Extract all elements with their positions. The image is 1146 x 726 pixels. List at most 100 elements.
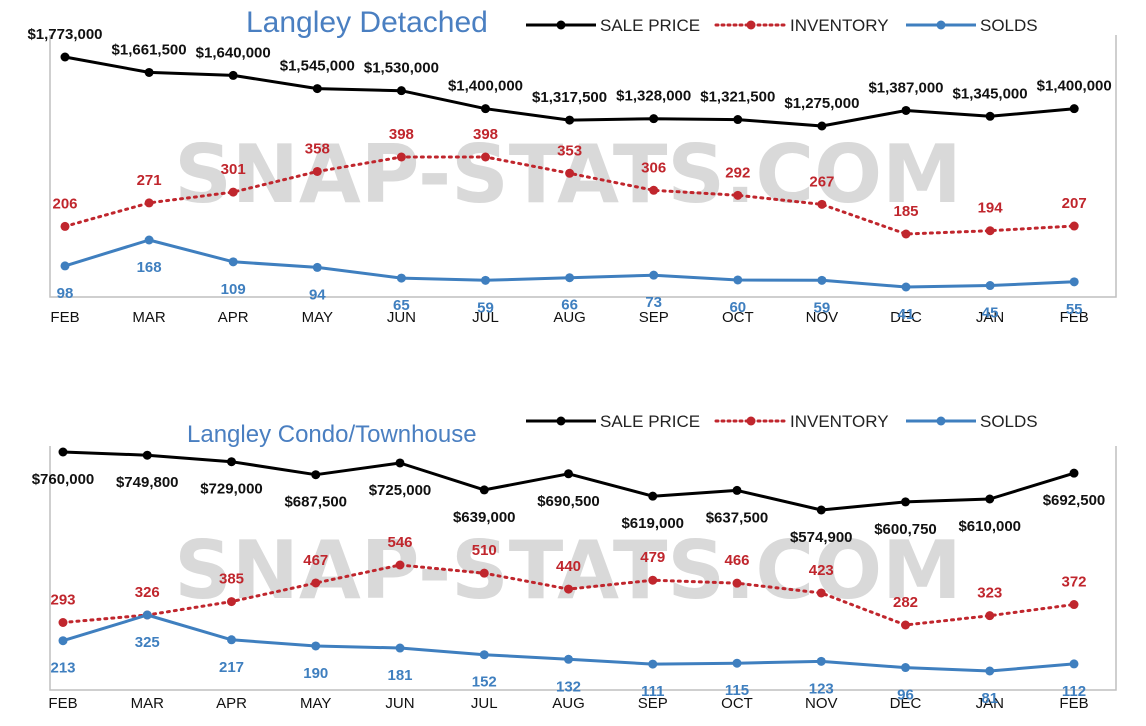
data-point-solds: [565, 273, 575, 283]
chart-detached: SNAP-STATS.COM Langley Detached SALE PRI…: [27, 6, 1117, 326]
data-label-inventory: 293: [50, 592, 75, 609]
data-point-inventory: [649, 185, 659, 195]
chart-title-detached: Langley Detached: [246, 6, 488, 39]
data-point-inventory: [228, 187, 238, 197]
data-label-sale-price: $760,000: [32, 471, 95, 488]
data-label-solds: 115: [725, 682, 749, 699]
legend-label-inventory: INVENTORY: [790, 412, 889, 431]
data-label-sale-price: $1,317,500: [532, 89, 607, 106]
x-tick-label: MAR: [131, 695, 165, 712]
legend-item-solds: SOLDS: [906, 16, 1038, 35]
legend-label-solds: SOLDS: [980, 16, 1038, 35]
data-label-inventory: 423: [809, 562, 834, 579]
data-label-sale-price: $725,000: [369, 482, 432, 499]
data-point-sale-price: [1069, 104, 1079, 114]
data-label-inventory: 206: [52, 195, 77, 212]
data-point-solds: [901, 663, 910, 673]
data-point-solds: [817, 275, 827, 285]
data-point-inventory: [901, 620, 910, 630]
x-tick-label: JUN: [385, 695, 414, 712]
legend-marker-solds: [936, 416, 946, 426]
legend-detached: SALE PRICE INVENTORY SOLDS: [526, 16, 1038, 35]
data-label-sale-price: $1,400,000: [448, 78, 523, 95]
data-label-sale-price: $690,500: [537, 493, 600, 510]
legend-label-sale-price: SALE PRICE: [600, 16, 700, 35]
data-label-solds: 59: [814, 299, 831, 316]
data-point-sale-price: [60, 52, 70, 62]
data-point-solds: [733, 275, 743, 285]
data-point-solds: [312, 262, 322, 272]
data-point-sale-price: [144, 67, 154, 77]
data-point-solds: [481, 275, 490, 285]
data-label-sale-price: $619,000: [621, 515, 684, 532]
data-label-inventory: 479: [640, 549, 665, 566]
data-label-solds: 168: [137, 259, 162, 276]
x-tick-label: JUL: [471, 695, 498, 712]
plot-area-detached: FEB MAR APR MAY JUN JUL AUG SEP OCT NOV DEC JAN FEB $…: [27, 26, 1111, 326]
legend-marker-inventory: [746, 20, 756, 30]
x-tick-label: JUL: [472, 309, 499, 326]
legend-condo-townhouse: SALE PRICE INVENTORY SOLDS: [526, 412, 1038, 431]
data-point-solds: [144, 235, 154, 245]
data-point-solds: [396, 273, 406, 283]
data-point-solds: [1069, 659, 1079, 669]
x-tick-label: MAR: [132, 309, 166, 326]
data-point-inventory: [479, 568, 489, 578]
data-point-solds: [60, 261, 70, 271]
data-point-inventory: [648, 575, 658, 585]
data-point-sale-price: [733, 115, 743, 125]
data-point-solds: [479, 650, 489, 660]
data-label-inventory: 282: [893, 594, 918, 611]
data-label-solds: 73: [645, 294, 662, 311]
data-label-inventory: 323: [977, 585, 1002, 602]
data-label-sale-price: $692,500: [1043, 492, 1106, 509]
x-tick-label: DEC: [890, 695, 922, 712]
x-tick-label: OCT: [722, 309, 754, 326]
data-point-inventory: [985, 226, 995, 236]
data-point-solds: [228, 257, 238, 267]
watermark-condo-townhouse: SNAP-STATS.COM: [174, 524, 962, 617]
data-point-inventory: [564, 584, 573, 594]
data-label-solds: 45: [982, 305, 999, 322]
data-point-sale-price: [142, 450, 152, 460]
data-label-sale-price: $1,640,000: [196, 44, 271, 61]
x-tick-label: AUG: [553, 309, 586, 326]
data-label-solds: 217: [219, 659, 244, 676]
data-point-solds: [649, 270, 659, 280]
data-point-solds: [1069, 277, 1079, 287]
data-label-inventory: 267: [809, 173, 834, 190]
data-point-inventory: [985, 611, 995, 621]
data-point-inventory: [227, 597, 236, 607]
data-point-inventory: [60, 221, 70, 231]
data-point-sale-price: [564, 469, 573, 479]
data-point-sale-price: [816, 505, 826, 515]
plot-frame-detached: [49, 35, 1117, 298]
data-label-solds: 112: [1062, 683, 1086, 700]
x-tick-label: NOV: [806, 309, 839, 326]
data-label-inventory: 546: [387, 534, 412, 551]
data-point-inventory: [1069, 221, 1079, 231]
legend-item-inventory: INVENTORY: [714, 16, 889, 35]
data-label-inventory: 271: [137, 172, 162, 189]
data-label-solds: 213: [50, 660, 75, 677]
data-label-solds: 59: [477, 299, 494, 316]
data-label-solds: 181: [387, 667, 412, 684]
data-label-inventory: 398: [473, 126, 498, 143]
data-point-sale-price: [312, 84, 322, 94]
data-point-inventory: [311, 578, 321, 588]
data-label-solds: 98: [57, 285, 74, 302]
legend-item-inventory: INVENTORY: [714, 412, 889, 431]
legend-marker-sale-price: [556, 416, 566, 426]
data-point-inventory: [565, 168, 575, 178]
data-label-inventory: 185: [893, 203, 918, 220]
data-label-solds: 325: [135, 634, 160, 651]
data-label-inventory: 510: [472, 542, 497, 559]
x-tick-label: SEP: [638, 695, 668, 712]
x-tick-label: MAY: [300, 695, 331, 712]
data-point-inventory: [732, 578, 742, 588]
legend-label-solds: SOLDS: [980, 412, 1038, 431]
data-label-sale-price: $1,387,000: [868, 79, 943, 96]
data-point-solds: [732, 658, 742, 668]
data-point-sale-price: [228, 70, 238, 80]
